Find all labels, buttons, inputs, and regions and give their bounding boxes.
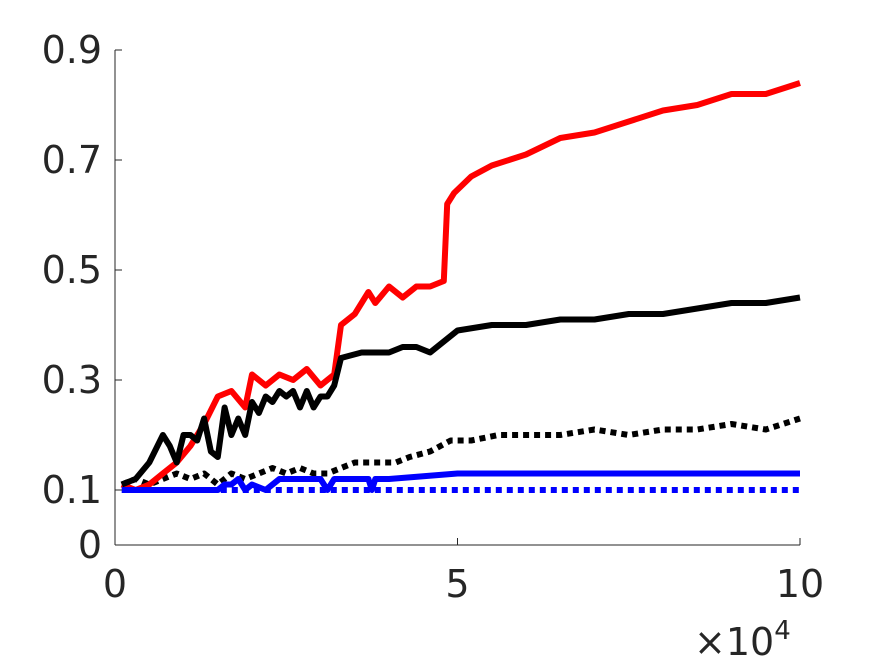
x-exponent-power: 4 [774, 616, 791, 646]
x-tick-label: 0 [103, 562, 127, 606]
series-line-2 [120, 294, 801, 488]
series-layer [120, 80, 801, 493]
y-tick-label: 0.5 [42, 248, 102, 292]
y-ticks: 0 0.1 0.3 0.5 0.7 0.9 [42, 28, 122, 567]
x-tick-label: 10 [776, 562, 824, 606]
y-tick-label: 0.3 [42, 358, 102, 402]
y-tick-label: 0 [78, 523, 102, 567]
series-line-1 [120, 80, 801, 493]
series-line-3 [120, 415, 801, 488]
y-tick-label: 0.1 [42, 468, 102, 512]
y-tick-label: 0.9 [42, 28, 102, 72]
x-exponent-label: ×104 [694, 616, 791, 663]
y-tick-label: 0.7 [42, 138, 102, 182]
x-tick-label: 5 [445, 562, 469, 606]
x-exponent-base: ×10 [694, 620, 774, 663]
x-ticks: 0 5 10 [103, 538, 824, 606]
series-line-4 [121, 470, 800, 493]
